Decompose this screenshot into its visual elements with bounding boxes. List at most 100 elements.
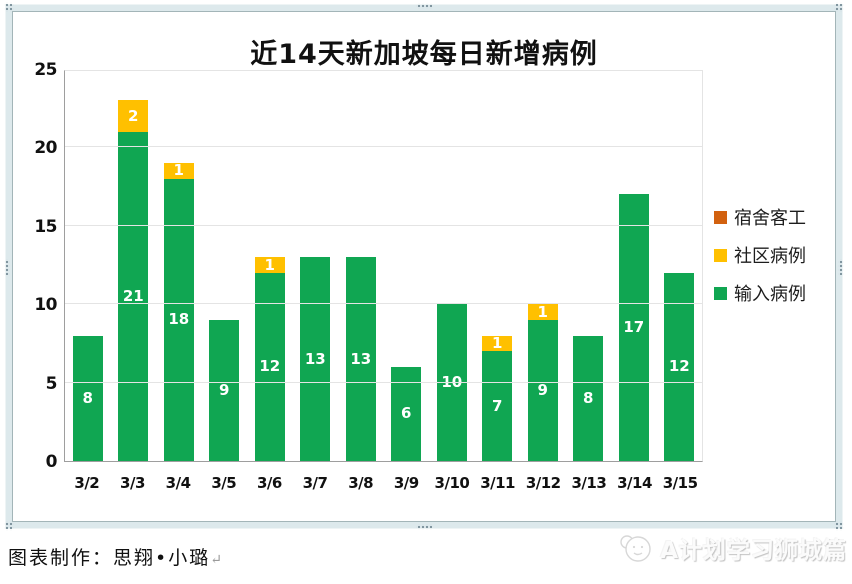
watermark: A计划学习狮城篇 bbox=[617, 529, 847, 567]
y-tick-label: 25 bbox=[34, 60, 57, 80]
legend-label: 社区病例 bbox=[734, 246, 806, 267]
bar-segment: 9 bbox=[527, 319, 558, 461]
bar-value-label: 7 bbox=[492, 396, 503, 415]
bar-3/6[interactable]: 1 12 bbox=[254, 71, 285, 461]
x-tick-label: 3/11 bbox=[480, 474, 515, 492]
bar-segment: 1 bbox=[163, 161, 194, 180]
bar-segment: 2 bbox=[118, 100, 149, 132]
bar-segment: 8 bbox=[573, 335, 604, 461]
bar-value-label: 1 bbox=[492, 333, 503, 352]
legend-label: 输入病例 bbox=[734, 284, 806, 305]
resize-handle-top-right[interactable] bbox=[834, 2, 844, 12]
resize-handle-bottom-left[interactable] bbox=[4, 521, 14, 531]
x-tick-label: 3/4 bbox=[165, 474, 191, 492]
x-tick-label: 3/15 bbox=[662, 474, 698, 492]
legend: 宿舍客工社区病例输入病例 bbox=[714, 204, 806, 306]
chart-object[interactable]: 近14天新加坡每日新增病例 8 2 21 1 18 9 1 12 13 13 6 10 1 7 1 9 8 17 1… bbox=[4, 2, 844, 531]
bar-3/9[interactable]: 6 bbox=[391, 71, 422, 461]
bar-3/8[interactable]: 13 bbox=[345, 71, 376, 461]
bars-container: 8 2 21 1 18 9 1 12 13 13 6 10 1 7 1 9 8 17 12 bbox=[65, 71, 702, 461]
bar-3/7[interactable]: 13 bbox=[300, 71, 331, 461]
bar-value-label: 13 bbox=[304, 349, 326, 368]
x-tick-label: 3/5 bbox=[211, 474, 237, 492]
bar-value-label: 1 bbox=[173, 161, 184, 180]
bar-segment: 12 bbox=[664, 272, 695, 461]
credit-text: 图表制作：思翔•小璐↵ bbox=[8, 543, 222, 570]
bar-segment: 8 bbox=[72, 335, 103, 461]
bar-segment: 12 bbox=[254, 272, 285, 461]
resize-handle-top-center[interactable] bbox=[416, 3, 432, 9]
x-tick-label: 3/14 bbox=[617, 474, 652, 492]
legend-item-宿舍客工[interactable]: 宿舍客工 bbox=[714, 204, 806, 230]
legend-label: 宿舍客工 bbox=[734, 208, 806, 229]
plot-area: 8 2 21 1 18 9 1 12 13 13 6 10 1 7 1 9 8 17 12 bbox=[64, 70, 703, 462]
x-tick-label: 3/3 bbox=[120, 474, 145, 492]
bar-value-label: 21 bbox=[122, 286, 144, 305]
legend-swatch bbox=[714, 248, 727, 262]
legend-swatch bbox=[714, 210, 727, 224]
legend-item-输入病例[interactable]: 输入病例 bbox=[714, 280, 806, 306]
chart-title: 近14天新加坡每日新增病例 bbox=[250, 39, 598, 70]
y-tick-label: 15 bbox=[34, 216, 57, 237]
bar-segment: 18 bbox=[163, 178, 194, 461]
bar-3/15[interactable]: 12 bbox=[664, 71, 695, 461]
bar-value-label: 1 bbox=[537, 302, 548, 321]
bar-segment: 1 bbox=[254, 255, 285, 274]
x-tick-label: 3/10 bbox=[434, 474, 470, 492]
bar-value-label: 12 bbox=[668, 357, 690, 376]
x-tick-label: 3/6 bbox=[256, 474, 282, 492]
chart-canvas: 近14天新加坡每日新增病例 8 2 21 1 18 9 1 12 13 13 6 10 1 7 1 9 8 17 1… bbox=[12, 11, 836, 522]
bar-value-label: 13 bbox=[350, 349, 372, 368]
y-tick-label: 10 bbox=[34, 295, 57, 316]
paragraph-return-mark: ↵ bbox=[210, 552, 222, 568]
gridline bbox=[65, 381, 702, 383]
y-tick-label: 5 bbox=[45, 373, 58, 394]
resize-handle-bottom-center[interactable] bbox=[416, 524, 432, 530]
watermark-text: A计划学习狮城篇 bbox=[660, 538, 847, 564]
bar-value-label: 8 bbox=[82, 388, 93, 407]
bar-3/13[interactable]: 8 bbox=[573, 71, 604, 461]
x-tick-label: 3/9 bbox=[393, 474, 419, 492]
bar-value-label: 2 bbox=[128, 106, 139, 125]
bar-value-label: 18 bbox=[168, 310, 190, 329]
bar-segment: 9 bbox=[209, 319, 240, 461]
y-tick-label: 0 bbox=[45, 452, 58, 472]
bar-segment: 21 bbox=[118, 131, 149, 461]
bar-segment: 13 bbox=[300, 257, 331, 461]
gridline bbox=[65, 146, 702, 148]
legend-swatch bbox=[714, 286, 727, 300]
resize-handle-middle-right[interactable] bbox=[838, 258, 844, 275]
bar-value-label: 9 bbox=[537, 380, 548, 399]
x-axis: 3/2 3/3 3/4 3/5 3/6 3/7 3/8 3/9 3/10 3/11 3/12 3/13… bbox=[64, 474, 703, 492]
bar-3/10[interactable]: 10 bbox=[436, 71, 467, 461]
x-tick-label: 3/12 bbox=[525, 474, 561, 492]
bar-value-label: 17 bbox=[623, 318, 645, 337]
bar-3/4[interactable]: 1 18 bbox=[163, 71, 194, 461]
x-tick-label: 3/7 bbox=[302, 474, 328, 492]
bar-segment: 13 bbox=[345, 257, 376, 461]
bar-value-label: 6 bbox=[401, 404, 412, 423]
bar-segment: 1 bbox=[482, 333, 513, 352]
resize-handle-top-left[interactable] bbox=[4, 2, 14, 12]
bar-3/5[interactable]: 9 bbox=[209, 71, 240, 461]
y-tick-label: 20 bbox=[34, 138, 57, 159]
bar-3/14[interactable]: 17 bbox=[618, 71, 649, 461]
bar-value-label: 9 bbox=[219, 380, 230, 399]
gridline bbox=[65, 224, 702, 226]
bar-3/2[interactable]: 8 bbox=[72, 71, 103, 461]
bar-segment: 7 bbox=[482, 351, 513, 461]
resize-handle-bottom-right[interactable] bbox=[834, 521, 844, 531]
bar-value-label: 1 bbox=[264, 255, 275, 274]
bar-value-label: 12 bbox=[259, 357, 281, 376]
resize-handle-middle-left[interactable] bbox=[4, 258, 10, 275]
bar-segment: 17 bbox=[618, 194, 649, 461]
gridline bbox=[65, 303, 702, 305]
bar-value-label: 8 bbox=[583, 388, 594, 407]
x-tick-label: 3/8 bbox=[348, 474, 374, 492]
legend-item-社区病例[interactable]: 社区病例 bbox=[714, 242, 806, 268]
lion-logo-icon bbox=[620, 535, 651, 562]
bar-3/3[interactable]: 2 21 bbox=[118, 71, 149, 461]
credit-label: 图表制作：思翔•小璐 bbox=[8, 547, 211, 569]
